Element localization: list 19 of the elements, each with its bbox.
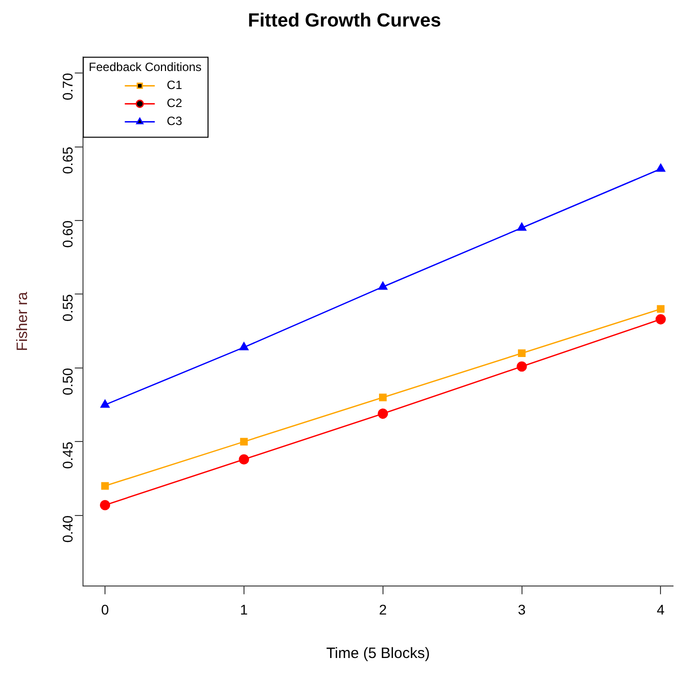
x-tick-label: 1 — [240, 601, 248, 618]
legend-label: C3 — [166, 114, 182, 128]
x-tick-label: 0 — [101, 601, 110, 618]
y-tick-label: 0.55 — [60, 294, 76, 322]
y-axis-title: Fisher ra — [14, 291, 32, 352]
x-tick-label: 2 — [378, 601, 387, 618]
y-tick-label: 0.65 — [60, 146, 76, 174]
x-tick-label: 3 — [518, 601, 526, 618]
y-tick-label: 0.70 — [60, 72, 76, 100]
x-axis-title: Time (5 Blocks) — [326, 645, 430, 662]
legend-label: C1 — [166, 78, 182, 92]
y-tick-label: 0.45 — [60, 441, 76, 469]
x-tick-label: 4 — [656, 601, 665, 618]
chart-title: Fitted Growth Curves — [248, 10, 442, 32]
y-tick-label: 0.50 — [60, 368, 76, 396]
legend-label: C2 — [166, 96, 182, 110]
legend-title: Feedback Conditions — [88, 60, 202, 74]
y-tick-label: 0.60 — [60, 220, 76, 248]
y-tick-label: 0.40 — [60, 515, 76, 543]
